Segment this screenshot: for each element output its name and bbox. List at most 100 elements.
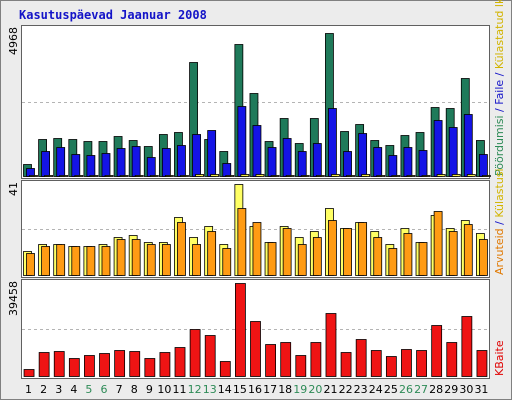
x-tick-label: 20: [308, 383, 322, 396]
x-tick-label: 21: [323, 383, 337, 396]
bar-kbaite: [129, 351, 141, 377]
bar-faile: [312, 143, 322, 177]
x-tick-label: 18: [278, 383, 292, 396]
x-tick-label: 8: [131, 383, 138, 396]
bar-klastatud-lk: [89, 175, 99, 177]
bar-klastatud-lk: [240, 174, 250, 177]
x-tick-label: 31: [474, 383, 488, 396]
bar-faile: [343, 151, 352, 177]
bar-faile: [146, 157, 156, 177]
bar-klastatud-lk: [421, 175, 431, 177]
bar-klastatud-lk: [134, 175, 144, 177]
bar-arvuteid: [26, 253, 35, 276]
bar-arvuteid: [373, 237, 383, 276]
x-tick-label: 30: [459, 383, 473, 396]
bar-kbaite: [144, 358, 156, 377]
x-tick-label: 9: [146, 383, 153, 396]
bar-faile: [433, 120, 443, 177]
bar-faile: [282, 138, 292, 177]
bar-kbaite: [295, 355, 307, 377]
bar-kbaite: [23, 369, 35, 377]
x-tick-label: 12: [188, 383, 202, 396]
bar-arvuteid: [71, 246, 81, 276]
bar-kbaite: [265, 344, 276, 377]
bar-klastatud-lk: [270, 175, 280, 177]
bar-kbaite: [401, 349, 412, 377]
x-tick-label: 17: [263, 383, 277, 396]
bar-arvuteid: [177, 222, 186, 276]
bar-arvuteid: [252, 222, 262, 276]
bar-faile: [237, 106, 247, 177]
bar-faile: [177, 145, 186, 177]
bar-kbaite: [310, 342, 322, 377]
x-tick-label: 19: [293, 383, 307, 396]
bar-klastatud-lk: [451, 174, 461, 177]
bar-arvuteid: [448, 231, 458, 276]
x-tick-label: 28: [429, 383, 443, 396]
bar-faile: [373, 147, 383, 177]
bar-arvuteid: [116, 239, 126, 276]
bar-klastatud-lk: [406, 175, 416, 177]
bar-kbaite: [219, 361, 231, 377]
bar-faile: [101, 153, 111, 177]
bar-arvuteid: [41, 246, 50, 276]
bar-faile: [267, 147, 277, 177]
bar-arvuteid: [222, 248, 232, 276]
y-tick-label: 39458: [7, 281, 20, 316]
bar-kbaite: [325, 313, 337, 377]
bar-klastatud-lk: [74, 175, 84, 177]
bar-kbaite: [204, 335, 216, 377]
x-tick-label: 25: [384, 383, 398, 396]
bar-kbaite: [84, 355, 95, 377]
x-tick-label: 22: [339, 383, 353, 396]
x-tick-label: 7: [116, 383, 123, 396]
bar-faile: [41, 151, 50, 177]
bar-arvuteid: [358, 222, 368, 276]
bar-klastatud-lk: [361, 174, 371, 177]
bar-kbaite: [174, 347, 186, 377]
x-tick-label: 13: [203, 383, 217, 396]
chart-title: Kasutuspäevad Jaanuar 2008: [19, 8, 207, 22]
series-legend-label: Pöördumisi / Faile / Külastatud lk: [493, 0, 506, 176]
bar-klastatud-lk: [482, 175, 491, 177]
bar-klastatud-lk: [104, 175, 114, 177]
bar-kbaite: [68, 358, 80, 377]
x-tick-label: 29: [444, 383, 458, 396]
bar-arvuteid: [433, 211, 443, 276]
bar-kbaite: [370, 350, 382, 377]
y-tick-label: 41: [7, 182, 20, 196]
bar-arvuteid: [479, 239, 488, 276]
bar-faile: [297, 151, 307, 177]
bar-faile: [418, 150, 428, 177]
bar-arvuteid: [463, 224, 473, 276]
x-tick-label: 24: [369, 383, 383, 396]
bar-kbaite: [235, 283, 246, 377]
bar-faile: [207, 130, 217, 177]
bar-arvuteid: [56, 244, 66, 276]
bar-kbaite: [355, 339, 367, 377]
bar-klastatud-lk: [29, 175, 38, 177]
bar-arvuteid: [86, 246, 96, 276]
bar-kbaite: [280, 342, 292, 377]
bar-faile: [448, 127, 458, 177]
bar-kbaite: [114, 350, 126, 377]
bar-faile: [86, 155, 96, 177]
bar-kbaite: [431, 325, 443, 377]
bar-klastatud-lk: [315, 175, 325, 177]
bar-faile: [463, 114, 473, 177]
bar-klastatud-lk: [436, 174, 446, 177]
x-tick-label: 27: [414, 383, 428, 396]
bar-klastatud-lk: [59, 175, 69, 177]
bar-faile: [358, 133, 368, 177]
bar-kbaite: [476, 350, 488, 377]
x-tick-label: 10: [157, 383, 171, 396]
bar-klastatud-lk: [164, 175, 174, 177]
bar-kbaite: [159, 352, 171, 377]
bar-kbaite: [99, 353, 110, 377]
bar-faile: [328, 108, 337, 177]
bar-arvuteid: [297, 244, 307, 276]
bar-kbaite: [385, 356, 397, 377]
series-legend-label: KBaite: [493, 340, 506, 376]
bar-arvuteid: [312, 237, 322, 276]
bar-klastatud-lk: [466, 174, 476, 177]
